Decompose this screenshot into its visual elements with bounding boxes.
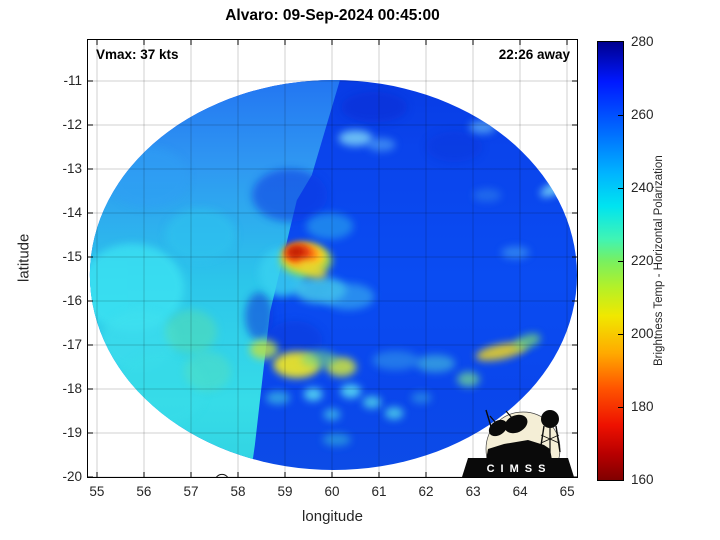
swath-image <box>89 80 577 470</box>
x-tick-label: 56 <box>136 484 152 499</box>
bt-feature <box>298 260 327 279</box>
bt-feature <box>322 283 375 310</box>
bt-feature <box>183 351 231 392</box>
colorbar-tick-mark <box>618 115 623 116</box>
y-tick-label: -17 <box>62 336 82 352</box>
bt-feature <box>362 396 382 409</box>
coastline-island <box>215 473 229 477</box>
brightness-temp-map <box>88 40 577 477</box>
bt-feature <box>306 213 354 240</box>
plot-title: Alvaro: 09-Sep-2024 00:45:00 <box>225 7 440 24</box>
bt-feature <box>411 392 432 404</box>
x-tick-label: 65 <box>559 484 575 499</box>
bt-feature <box>367 138 396 152</box>
colorbar-tick-label: 280 <box>631 34 654 49</box>
x-tick-label: 63 <box>465 484 481 499</box>
bt-feature <box>473 188 502 202</box>
bt-feature <box>265 391 291 405</box>
colorbar-tick-mark <box>618 261 623 262</box>
colorbar-tick-label: 200 <box>631 326 654 341</box>
vmax-annotation: Vmax: 37 kts <box>96 47 179 62</box>
logo-text: CIMSS <box>487 463 552 475</box>
colorbar-tick-label: 260 <box>631 107 654 122</box>
bt-feature <box>266 320 323 361</box>
bt-feature <box>384 407 404 420</box>
bt-feature <box>89 243 184 332</box>
y-tick-label: -14 <box>62 204 82 220</box>
colorbar-tick-label: 240 <box>631 180 654 195</box>
y-tick-label: -11 <box>63 72 82 88</box>
x-tick-label: 57 <box>183 484 199 499</box>
water-tower-icon <box>541 410 559 428</box>
bt-feature <box>475 342 527 361</box>
cimss-logo: CIMSS <box>462 409 574 477</box>
gridlines <box>88 40 577 477</box>
bt-feature <box>322 433 351 446</box>
colorbar-tick-mark <box>618 407 623 408</box>
time-away-annotation: 22:26 away <box>498 47 570 62</box>
logo-banner <box>462 458 574 477</box>
y-tick-label: -13 <box>62 160 82 176</box>
x-tick-label: 59 <box>277 484 293 499</box>
bt-feature <box>301 350 337 368</box>
satellite-dish-icon <box>488 419 508 437</box>
bt-feature <box>303 387 323 401</box>
x-tick-label: 62 <box>418 484 434 499</box>
bt-feature <box>338 130 373 146</box>
logo-silhouettes <box>462 409 574 477</box>
y-tick-label: -12 <box>62 116 82 132</box>
x-axis-label: longitude <box>302 508 363 525</box>
y-tick-label: -15 <box>62 248 82 264</box>
bt-feature <box>340 384 362 399</box>
x-tick-label: 58 <box>230 484 246 499</box>
bt-feature <box>457 371 480 387</box>
bt-feature <box>513 333 541 350</box>
bt-feature <box>501 246 530 259</box>
bt-feature <box>249 339 278 360</box>
bt-feature <box>108 146 189 209</box>
y-tick-label: -16 <box>62 292 82 308</box>
bt-feature <box>165 309 217 354</box>
colorbar-tick-mark <box>618 334 623 335</box>
bt-feature <box>165 208 236 262</box>
x-tick-label: 61 <box>371 484 387 499</box>
colorbar-tick-label: 180 <box>631 399 654 414</box>
x-tick-label: 64 <box>512 484 528 499</box>
colorbar-tick-label: 220 <box>631 253 654 268</box>
y-tick-label: -19 <box>62 424 82 440</box>
x-tick-label: 55 <box>89 484 105 499</box>
plot-area <box>87 39 578 478</box>
bt-feature <box>426 131 483 163</box>
y-tick-label: -18 <box>62 380 82 396</box>
x-tick-label: 60 <box>324 484 340 499</box>
colorbar-tick-mark <box>618 188 623 189</box>
colorbar-tick-label: 160 <box>631 472 654 487</box>
y-axis-label: latitude <box>15 233 33 283</box>
bt-feature <box>323 408 341 421</box>
tick-marks <box>88 40 577 477</box>
bt-feature <box>341 91 408 123</box>
bt-feature <box>287 246 304 257</box>
bt-feature <box>245 292 274 341</box>
bt-feature <box>252 168 328 222</box>
y-tick-label: -20 <box>62 469 82 484</box>
bt-feature <box>372 350 419 371</box>
bt-feature <box>415 354 456 373</box>
satellite-dish-icon <box>504 414 528 434</box>
